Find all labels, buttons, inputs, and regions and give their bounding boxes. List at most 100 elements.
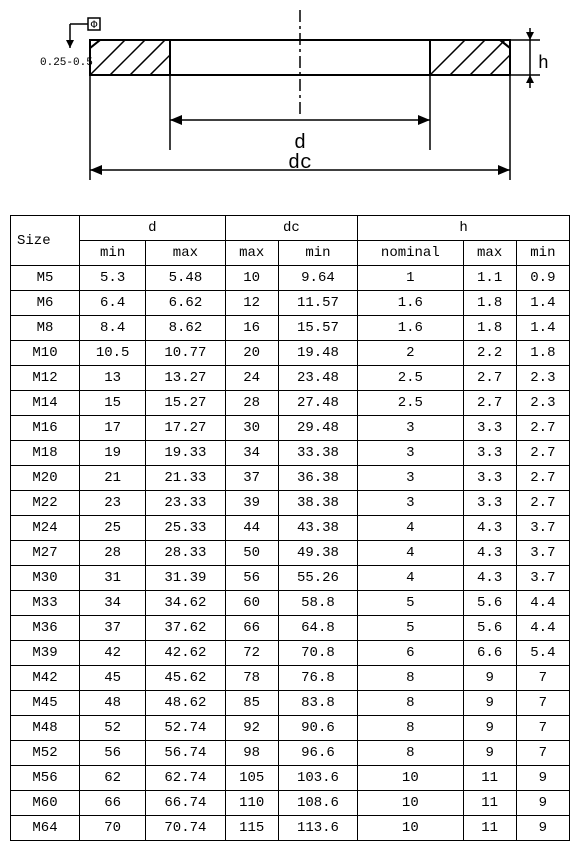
table-cell: 17 (80, 416, 146, 441)
table-cell: 96.6 (278, 741, 357, 766)
table-cell: M6 (11, 291, 80, 316)
h-dim-label: h (538, 54, 549, 74)
col-d: d (80, 216, 226, 241)
table-cell: 2.2 (463, 341, 516, 366)
table-cell: 34 (225, 441, 278, 466)
table-cell: 10 (225, 266, 278, 291)
table-cell: 9 (463, 716, 516, 741)
col-h-max: max (463, 241, 516, 266)
table-cell: 1.4 (516, 291, 569, 316)
table-cell: 11 (463, 791, 516, 816)
table-cell: 2.7 (516, 441, 569, 466)
table-cell: 85 (225, 691, 278, 716)
table-cell: 90.6 (278, 716, 357, 741)
table-cell: 42.62 (146, 641, 225, 666)
table-cell: 108.6 (278, 791, 357, 816)
table-cell: 1.4 (516, 316, 569, 341)
table-cell: 7 (516, 691, 569, 716)
table-row: M181919.333433.3833.32.7 (11, 441, 570, 466)
table-cell: 5.48 (146, 266, 225, 291)
table-cell: 56.74 (146, 741, 225, 766)
table-row: M333434.626058.855.64.4 (11, 591, 570, 616)
table-cell: 105 (225, 766, 278, 791)
phi-symbol: Φ (91, 20, 98, 32)
table-cell: 8 (358, 716, 463, 741)
table-row: M222323.333938.3833.32.7 (11, 491, 570, 516)
table-cell: 39 (225, 491, 278, 516)
table-row: M606666.74110108.610119 (11, 791, 570, 816)
table-cell: 4.4 (516, 591, 569, 616)
table-cell: 9 (516, 791, 569, 816)
table-cell: 10 (358, 816, 463, 841)
table-cell: 60 (225, 591, 278, 616)
table-cell: 10.5 (80, 341, 146, 366)
dimensions-table: Size d dc h min max max min nominal max … (10, 215, 570, 841)
table-cell: 2.7 (516, 416, 569, 441)
table-cell: 37 (225, 466, 278, 491)
table-cell: 37 (80, 616, 146, 641)
table-cell: M33 (11, 591, 80, 616)
table-cell: M60 (11, 791, 80, 816)
table-cell: 2.3 (516, 366, 569, 391)
table-cell: M14 (11, 391, 80, 416)
table-cell: 3.7 (516, 516, 569, 541)
table-cell: M45 (11, 691, 80, 716)
table-cell: 13.27 (146, 366, 225, 391)
table-cell: 2.5 (358, 366, 463, 391)
table-cell: 7 (516, 741, 569, 766)
table-cell: 1 (358, 266, 463, 291)
table-cell: 19 (80, 441, 146, 466)
table-cell: 9 (516, 766, 569, 791)
table-cell: 76.8 (278, 666, 357, 691)
table-cell: 9 (463, 666, 516, 691)
table-cell: 15 (80, 391, 146, 416)
table-row: M202121.333736.3833.32.7 (11, 466, 570, 491)
table-cell: 3 (358, 416, 463, 441)
table-cell: 5.4 (516, 641, 569, 666)
table-cell: 33.38 (278, 441, 357, 466)
table-cell: 11 (463, 816, 516, 841)
table-cell: 2.3 (516, 391, 569, 416)
table-cell: 37.62 (146, 616, 225, 641)
table-cell: 66 (80, 791, 146, 816)
table-cell: 1.6 (358, 291, 463, 316)
table-cell: 44 (225, 516, 278, 541)
table-cell: 4.3 (463, 566, 516, 591)
table-cell: 28 (225, 391, 278, 416)
table-cell: 62.74 (146, 766, 225, 791)
table-cell: 43.38 (278, 516, 357, 541)
table-cell: 2.7 (516, 466, 569, 491)
table-cell: 70.74 (146, 816, 225, 841)
table-cell: 6.4 (80, 291, 146, 316)
table-cell: 55.26 (278, 566, 357, 591)
table-row: M363737.626664.855.64.4 (11, 616, 570, 641)
table-cell: M22 (11, 491, 80, 516)
table-cell: 29.48 (278, 416, 357, 441)
table-cell: 10 (358, 791, 463, 816)
table-cell: M24 (11, 516, 80, 541)
table-cell: 9 (463, 691, 516, 716)
table-cell: 31 (80, 566, 146, 591)
table-cell: 50 (225, 541, 278, 566)
table-row: M242525.334443.3844.33.7 (11, 516, 570, 541)
table-cell: 1.6 (358, 316, 463, 341)
table-row: M394242.627270.866.65.4 (11, 641, 570, 666)
table-cell: M30 (11, 566, 80, 591)
table-cell: 9 (516, 816, 569, 841)
table-cell: 3.3 (463, 416, 516, 441)
table-cell: 66 (225, 616, 278, 641)
table-cell: 10.77 (146, 341, 225, 366)
table-cell: M39 (11, 641, 80, 666)
table-cell: M64 (11, 816, 80, 841)
table-cell: 1.8 (463, 291, 516, 316)
table-cell: 8 (358, 666, 463, 691)
table-cell: M52 (11, 741, 80, 766)
table-cell: 28.33 (146, 541, 225, 566)
table-row: M66.46.621211.571.61.81.4 (11, 291, 570, 316)
col-h: h (358, 216, 570, 241)
table-row: M566262.74105103.610119 (11, 766, 570, 791)
table-row: M121313.272423.482.52.72.3 (11, 366, 570, 391)
table-cell: 16 (225, 316, 278, 341)
table-cell: 48 (80, 691, 146, 716)
table-cell: 8.4 (80, 316, 146, 341)
